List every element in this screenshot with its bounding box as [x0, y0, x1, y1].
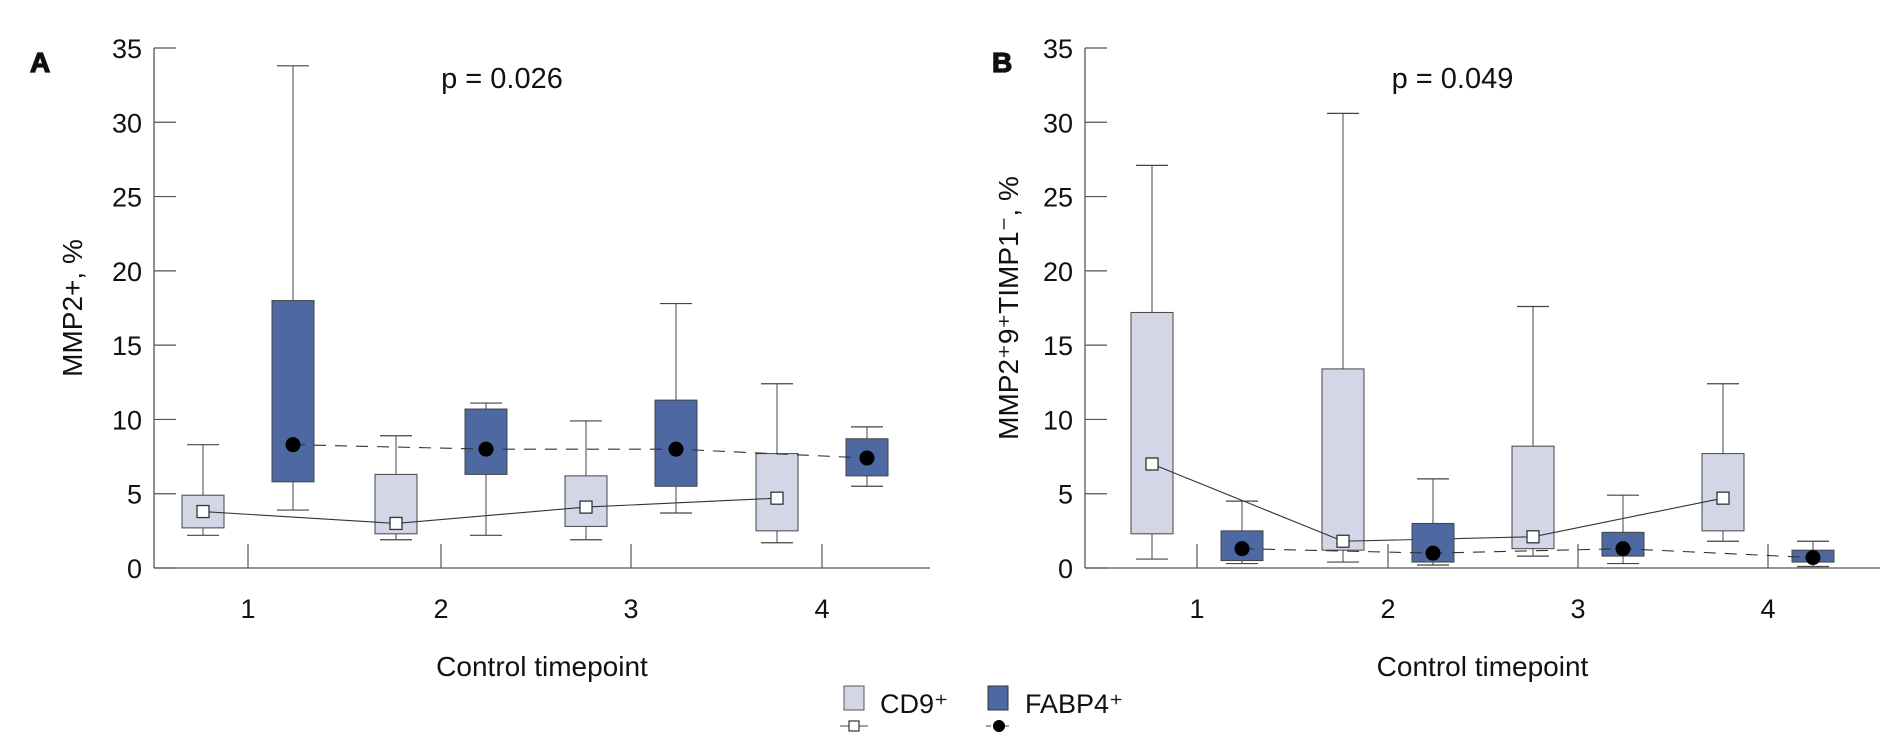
legend-cd9-swatch [843, 685, 865, 711]
panel-a: 0 5 10 15 20 25 30 35 1 2 3 4 Control timepoint MMP2+… [29, 34, 930, 682]
y-tick-label: 10 [1043, 405, 1073, 435]
y-tick-label: 5 [127, 480, 142, 510]
x-axis-label: Control timepoint [1377, 651, 1589, 682]
x-tick-label: 2 [433, 594, 448, 624]
median-marker-fabp4 [1805, 550, 1821, 566]
y-tick-label: 30 [1043, 108, 1073, 138]
x-tick-label: 4 [814, 594, 829, 624]
p-value-annotation: p = 0.026 [441, 63, 563, 95]
median-marker-cd9 [1336, 534, 1350, 548]
y-tick-label: 25 [112, 183, 142, 213]
y-tick-label: 20 [1043, 257, 1073, 287]
median-marker-cd9 [1526, 530, 1540, 544]
legend: CD9⁺ FABP4⁺ [840, 685, 1123, 732]
legend-cd9-marker [848, 720, 860, 732]
y-axis-label: MMP2⁺9⁺TIMP1⁻, % [993, 176, 1024, 440]
x-tick-label: 4 [1760, 594, 1775, 624]
median-marker-cd9 [770, 491, 784, 505]
panel-b: 0 5 10 15 20 25 30 35 1 2 3 4 Control timepoint MMP2⁺… [991, 34, 1880, 682]
median-marker-cd9 [579, 500, 593, 514]
median-marker-fabp4 [1234, 541, 1250, 557]
median-marker-fabp4 [478, 441, 494, 457]
panel-label: B [992, 47, 1012, 78]
legend-fabp4-swatch [987, 685, 1009, 711]
y-tick-label: 25 [1043, 183, 1073, 213]
x-tick-label: 3 [1570, 594, 1585, 624]
median-marker-cd9 [196, 504, 210, 519]
median-marker-fabp4 [668, 441, 684, 457]
median-marker-fabp4 [1425, 545, 1441, 561]
legend-fabp4-marker [993, 720, 1005, 732]
y-tick-label: 15 [112, 331, 142, 361]
y-tick-label: 0 [1058, 554, 1073, 584]
median-line-fabp4 [1241, 548, 1814, 559]
box-cd9 [1321, 368, 1365, 551]
y-tick-label: 15 [1043, 331, 1073, 361]
median-marker-fabp4 [285, 437, 301, 453]
x-tick-label: 3 [623, 594, 638, 624]
x-tick-label: 1 [1189, 594, 1204, 624]
y-tick-label: 20 [112, 257, 142, 287]
box-cd9 [1130, 311, 1174, 535]
x-axis-label: Control timepoint [436, 651, 648, 682]
legend-cd9-label: CD9⁺ [880, 689, 948, 719]
y-tick-label: 5 [1058, 480, 1073, 510]
median-line-cd9 [202, 497, 778, 524]
x-tick-label: 2 [1380, 594, 1395, 624]
median-marker-cd9 [389, 516, 403, 531]
y-axis-label: MMP2+, % [57, 239, 88, 377]
median-marker-cd9 [1716, 491, 1730, 505]
y-tick-label: 35 [112, 34, 142, 64]
y-tick-label: 35 [1043, 34, 1073, 64]
box-fabp4 [271, 300, 315, 483]
median-marker-cd9 [1145, 457, 1159, 471]
median-marker-fabp4 [1615, 541, 1631, 557]
panel-label: A [30, 47, 50, 78]
y-tick-label: 0 [127, 554, 142, 584]
x-tick-label: 1 [240, 594, 255, 624]
legend-fabp4-label: FABP4⁺ [1025, 689, 1123, 719]
y-tick-label: 30 [112, 108, 142, 138]
p-value-annotation: p = 0.049 [1392, 63, 1514, 95]
y-tick-label: 10 [112, 405, 142, 435]
median-marker-fabp4 [859, 450, 875, 466]
